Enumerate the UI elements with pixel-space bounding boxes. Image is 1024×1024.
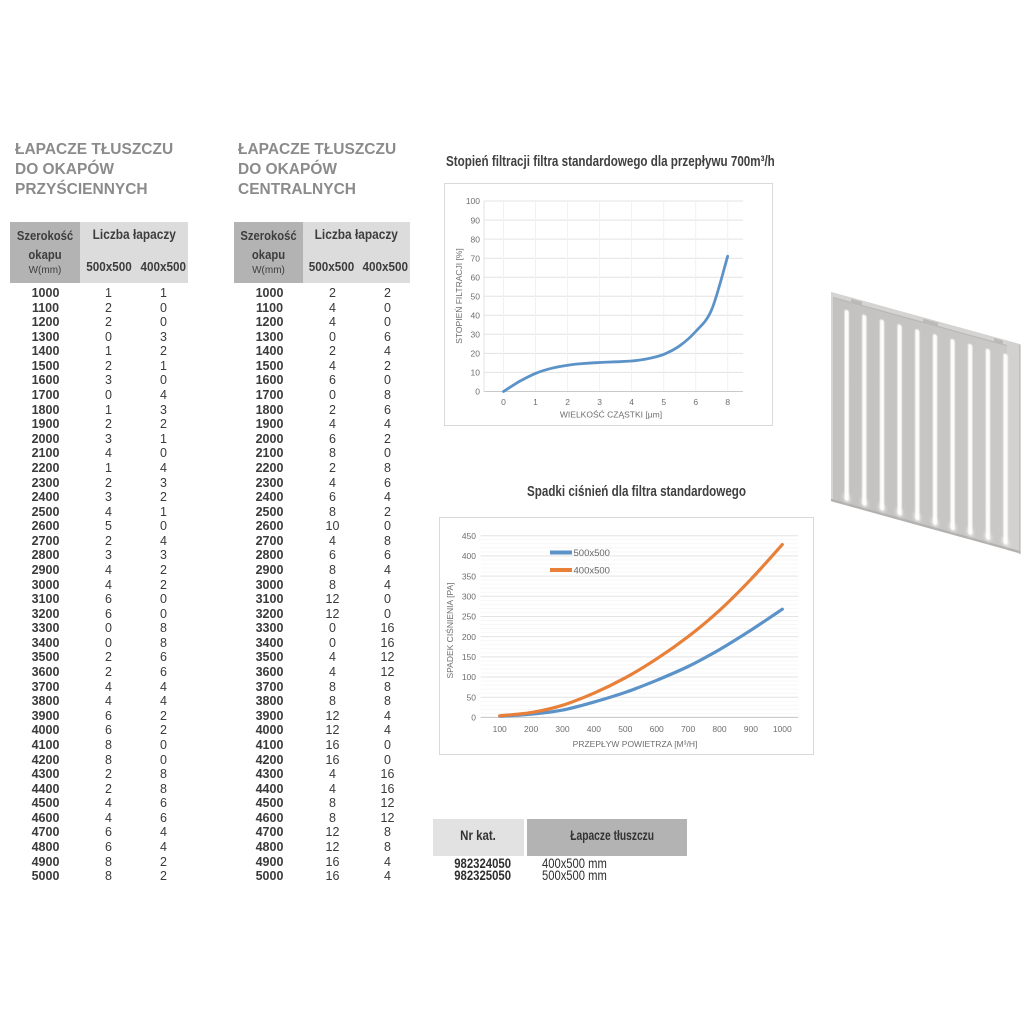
svg-text:500x500: 500x500 bbox=[574, 548, 610, 559]
svg-text:SPADEK CIŚNIENIA [PA]: SPADEK CIŚNIENIA [PA] bbox=[444, 582, 455, 678]
svg-text:800: 800 bbox=[712, 724, 726, 734]
svg-text:600: 600 bbox=[650, 724, 664, 734]
svg-text:8: 8 bbox=[725, 397, 730, 407]
svg-text:900: 900 bbox=[744, 724, 758, 734]
svg-text:2: 2 bbox=[565, 397, 570, 407]
svg-text:5: 5 bbox=[661, 397, 666, 407]
svg-text:60: 60 bbox=[471, 272, 481, 282]
svg-text:400: 400 bbox=[587, 724, 601, 734]
svg-text:50: 50 bbox=[471, 292, 481, 302]
svg-text:300: 300 bbox=[555, 724, 569, 734]
svg-text:700: 700 bbox=[681, 724, 695, 734]
svg-text:0: 0 bbox=[501, 397, 506, 407]
svg-text:40: 40 bbox=[471, 311, 481, 321]
svg-text:WIELKOŚĆ CZĄSTKI [µm]: WIELKOŚĆ CZĄSTKI [µm] bbox=[560, 409, 662, 420]
svg-text:10: 10 bbox=[471, 368, 481, 378]
svg-text:20: 20 bbox=[471, 349, 481, 359]
svg-text:80: 80 bbox=[471, 234, 481, 244]
svg-text:70: 70 bbox=[471, 253, 481, 263]
svg-text:100: 100 bbox=[493, 724, 507, 734]
svg-text:0: 0 bbox=[475, 387, 480, 397]
svg-text:PRZEPŁYW POWIETRZA [M³/H]: PRZEPŁYW POWIETRZA [M³/H] bbox=[573, 739, 698, 749]
svg-text:450: 450 bbox=[462, 531, 476, 541]
svg-text:100: 100 bbox=[466, 196, 480, 206]
svg-text:150: 150 bbox=[462, 652, 476, 662]
svg-text:1000: 1000 bbox=[773, 724, 792, 734]
svg-text:4: 4 bbox=[629, 397, 634, 407]
svg-text:200: 200 bbox=[462, 632, 476, 642]
svg-text:100: 100 bbox=[462, 672, 476, 682]
svg-text:0: 0 bbox=[471, 713, 476, 723]
svg-text:350: 350 bbox=[462, 571, 476, 581]
svg-text:300: 300 bbox=[462, 592, 476, 602]
svg-text:250: 250 bbox=[462, 612, 476, 622]
svg-text:500: 500 bbox=[618, 724, 632, 734]
svg-text:50: 50 bbox=[467, 692, 477, 702]
svg-text:30: 30 bbox=[471, 330, 481, 340]
svg-text:3: 3 bbox=[597, 397, 602, 407]
svg-text:6: 6 bbox=[693, 397, 698, 407]
svg-text:400: 400 bbox=[462, 551, 476, 561]
svg-text:90: 90 bbox=[471, 215, 481, 225]
svg-text:1: 1 bbox=[533, 397, 538, 407]
svg-text:STOPIEŃ FILTRACJI [%]: STOPIEŃ FILTRACJI [%] bbox=[454, 248, 464, 344]
svg-text:400x500: 400x500 bbox=[574, 566, 610, 577]
svg-text:200: 200 bbox=[524, 724, 538, 734]
